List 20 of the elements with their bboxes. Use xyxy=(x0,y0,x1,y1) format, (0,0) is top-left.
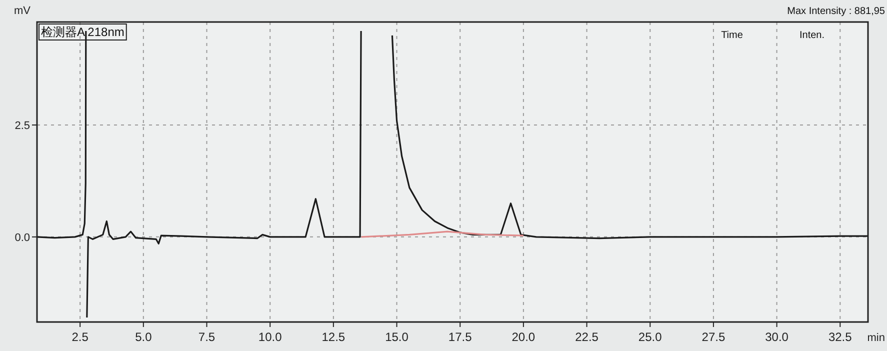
text: Max Intensity : 881,95 xyxy=(787,6,886,17)
x-tick-label: 10.0 xyxy=(258,330,282,344)
x-tick-label: 17.5 xyxy=(448,330,472,344)
x-tick-label: 32.5 xyxy=(828,330,852,344)
x-tick-label: 27.5 xyxy=(702,330,726,344)
annotation: Time xyxy=(721,30,744,41)
x-tick-label: 15.0 xyxy=(385,330,409,344)
x-tick-label: 20.0 xyxy=(512,330,536,344)
x-tick-label: 12.5 xyxy=(322,330,346,344)
x-axis-title: min xyxy=(867,332,885,344)
x-tick-label: 30.0 xyxy=(765,330,789,344)
y-axis-title: mV xyxy=(14,5,32,17)
x-tick-label: 7.5 xyxy=(198,330,216,344)
y-tick-label: 0.0 xyxy=(14,232,30,244)
x-tick-label: 2.5 xyxy=(72,330,89,344)
x-tick-label: 25.0 xyxy=(638,330,662,344)
x-tick-label: 5.0 xyxy=(135,330,152,344)
annotation: Inten. xyxy=(799,30,825,41)
annotation: 检测器A 218nm xyxy=(41,25,124,39)
x-tick-label: 22.5 xyxy=(575,330,599,344)
